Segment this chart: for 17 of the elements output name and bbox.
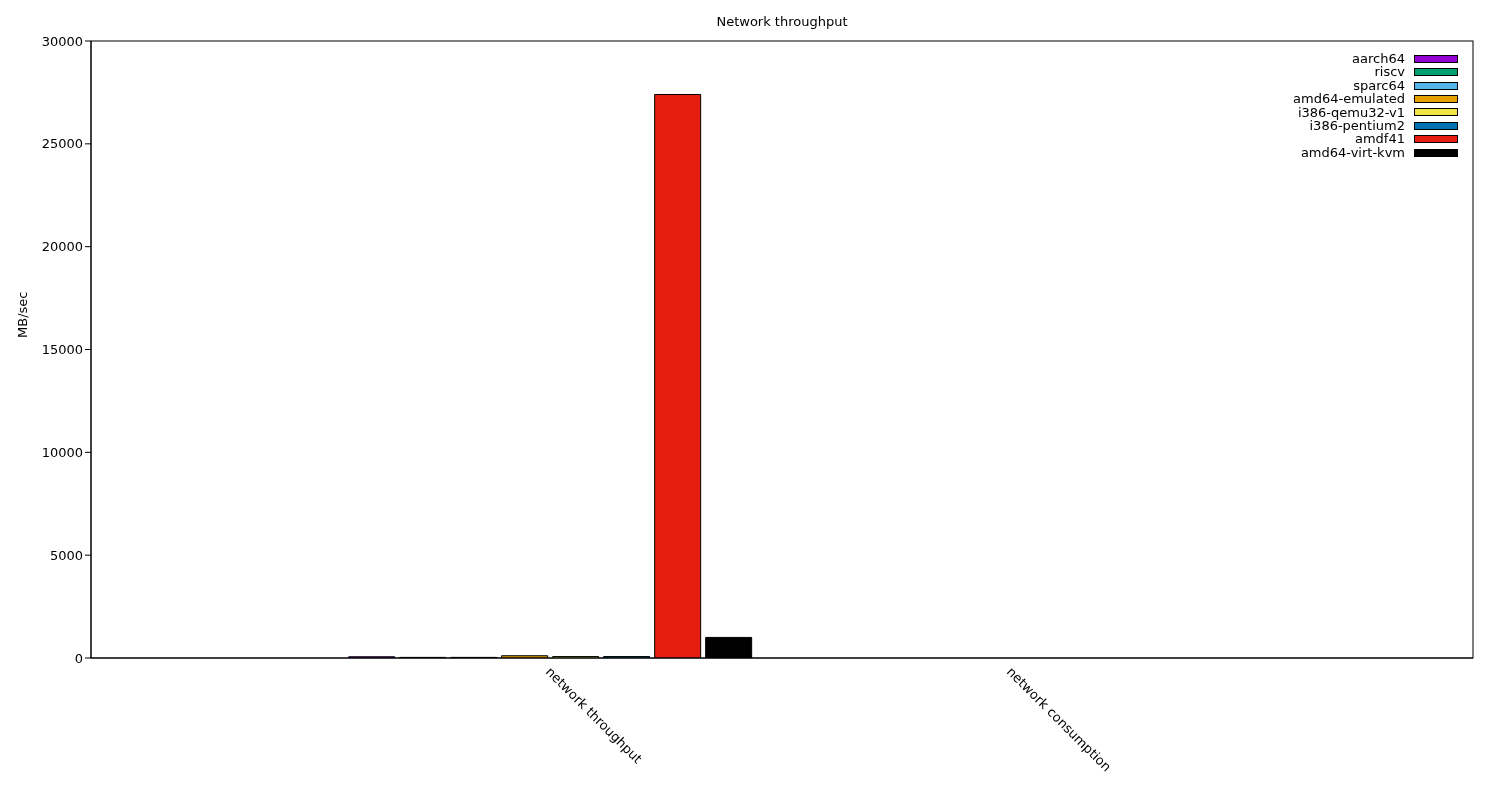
y-tick-label: 0 (74, 650, 83, 666)
legend-label: i386-pentium2 (1309, 118, 1405, 134)
y-tick-label: 30000 (41, 33, 83, 49)
y-tick-label: 15000 (41, 342, 83, 358)
y-tick-label: 10000 (41, 444, 83, 460)
legend-label: riscv (1374, 64, 1405, 80)
chart-title: Network throughput (715, 14, 849, 29)
y-tick-label: 5000 (49, 547, 83, 563)
legend-label: sparc64 (1353, 77, 1405, 93)
legend-label: i386-qemu32-v1 (1297, 104, 1405, 120)
legend-label: amd64-virt-kvm (1300, 144, 1405, 160)
legend-label: amdf41 (1355, 131, 1405, 147)
legend-label: aarch64 (1352, 51, 1405, 66)
y-tick-label: 25000 (41, 136, 83, 152)
y-axis-title: MB/sec (15, 291, 30, 338)
legend-label: amd64-emulated (1293, 91, 1405, 107)
y-tick-label: 20000 (41, 239, 83, 255)
